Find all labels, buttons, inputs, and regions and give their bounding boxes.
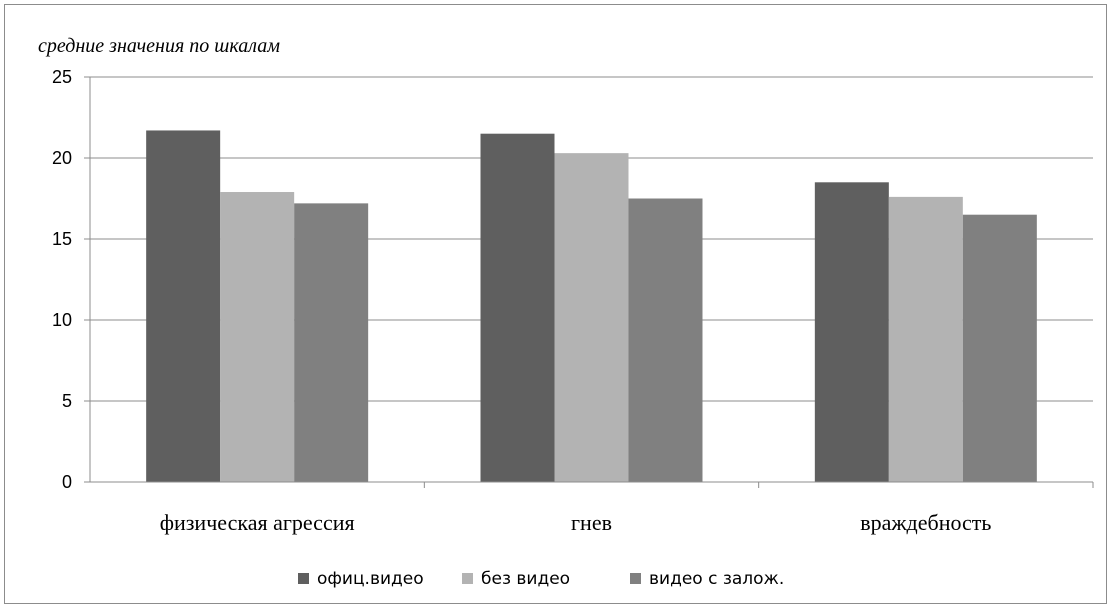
bar: [814, 182, 889, 483]
y-tick-label: 10: [52, 310, 72, 330]
legend-swatch: [462, 573, 473, 584]
y-tick-label: 0: [62, 472, 72, 492]
y-axis-title: средние значения по шкалам: [38, 35, 280, 57]
x-tick-label: враждебность: [860, 510, 991, 535]
y-tick-label: 15: [52, 229, 72, 249]
bar: [628, 198, 703, 482]
bar: [146, 130, 221, 482]
bar: [480, 133, 555, 482]
x-tick-label: гнев: [571, 510, 612, 535]
y-axis-ticks: 0 5 10 15 20 25: [52, 67, 90, 492]
legend-label: без видео: [481, 569, 570, 589]
category-labels: физическая агрессия гнев враждебность: [160, 510, 992, 535]
y-tick-label: 25: [52, 67, 72, 87]
legend: офиц.видео без видео видео с залож.: [298, 569, 784, 589]
x-tick-label: физическая агрессия: [160, 510, 355, 535]
bar: [554, 153, 629, 482]
bars: [146, 130, 1037, 483]
bar: [888, 196, 963, 482]
bar: [294, 203, 369, 483]
legend-swatch: [630, 573, 641, 584]
x-axis-ticks: [423, 482, 1094, 488]
y-tick-label: 20: [52, 148, 72, 168]
bar: [220, 192, 295, 482]
bar: [962, 214, 1037, 482]
legend-label: офиц.видео: [317, 569, 424, 589]
y-tick-label: 5: [62, 391, 72, 411]
legend-swatch: [298, 573, 309, 584]
legend-label: видео с залож.: [649, 569, 784, 589]
